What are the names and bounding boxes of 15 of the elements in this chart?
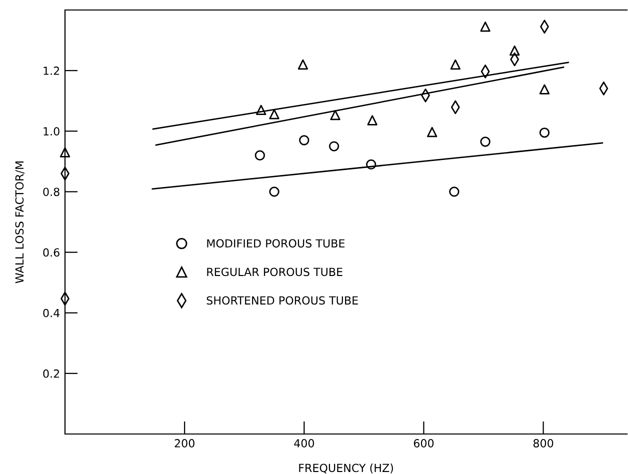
x-axis-title: FREQUENCY (HZ) — [299, 464, 393, 474]
y-tick-label: 0.2 — [43, 369, 60, 378]
x-tick-label: 400 — [294, 439, 314, 448]
legend-label: MODIFIED POROUS TUBE — [207, 239, 345, 248]
x-tick-label: 200 — [174, 439, 194, 448]
y-tick-label: 0.6 — [43, 248, 60, 257]
y-axis-title: WALL LOSS FACTOR/M — [15, 161, 25, 284]
x-tick-label: 600 — [414, 439, 434, 448]
legend-label: REGULAR POROUS TUBE — [207, 268, 342, 276]
x-tick-label: 800 — [533, 439, 554, 448]
y-tick-label: 1.0 — [44, 127, 60, 136]
y-tick-label: 0.4 — [43, 308, 60, 318]
y-tick-label: 1.2 — [44, 66, 60, 75]
y-tick-label: 0.8 — [43, 188, 60, 196]
legend-label: SHORTENED POROUS TUBE — [206, 296, 358, 305]
